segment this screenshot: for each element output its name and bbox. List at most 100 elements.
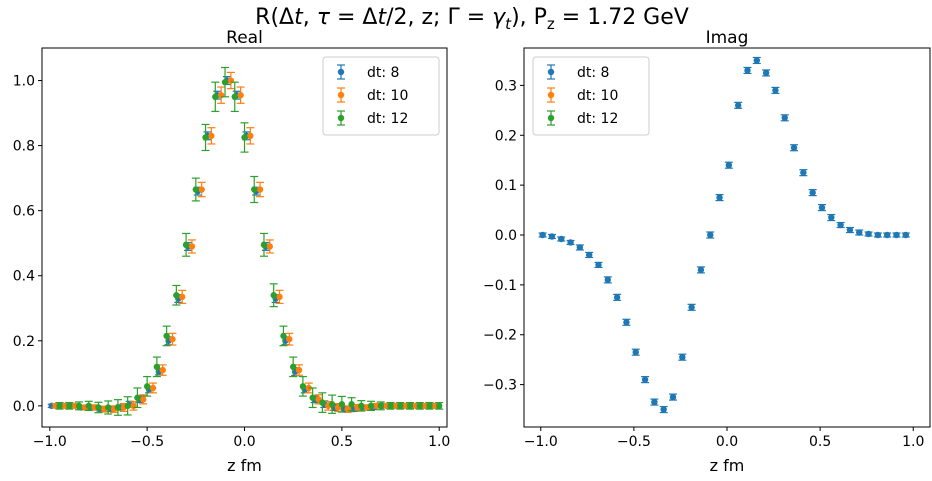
x-tick-label: −1.0	[33, 434, 67, 450]
data-point	[436, 402, 443, 410]
y-tick-label: 0.2	[13, 334, 35, 350]
plot-real: Real −1.0 −0.5 0.0 0.5 1.0 0.0 0.2 0.4 0.6 0.8 1.0 z…	[13, 28, 451, 475]
data-point	[367, 402, 375, 410]
data-point	[299, 383, 307, 390]
x-axis-label: z fm	[227, 456, 262, 475]
data-point	[56, 402, 63, 410]
data-point	[734, 102, 742, 109]
suptitle-part: t	[505, 15, 512, 33]
legend-label: dt: 10	[577, 88, 618, 104]
data-point	[178, 293, 186, 301]
data-point	[772, 87, 779, 94]
data-point	[539, 231, 546, 239]
data-point	[231, 93, 238, 100]
data-point	[241, 134, 248, 141]
data-point	[143, 383, 151, 390]
x-tick-label: −0.5	[130, 434, 164, 450]
y-tick-label: 0.0	[13, 399, 35, 415]
data-point	[707, 231, 714, 239]
data-point	[140, 396, 147, 403]
data-point	[212, 93, 219, 100]
y-tick-label: −0.3	[483, 378, 517, 394]
data-point	[576, 244, 584, 251]
data-point	[387, 402, 394, 410]
y-tick-label: 0.1	[495, 178, 517, 194]
x-tick-label: 0.5	[809, 434, 831, 450]
data-point	[781, 114, 788, 122]
data-point	[585, 251, 593, 259]
data-point	[660, 406, 667, 413]
data-point	[338, 401, 346, 408]
y-tick-label: 0.0	[495, 228, 517, 244]
data-point	[716, 194, 723, 201]
data-point	[623, 319, 630, 326]
legend-marker	[547, 68, 555, 76]
data-point	[247, 132, 254, 140]
y-tick-label: 0.3	[495, 78, 517, 94]
data-point	[237, 91, 244, 99]
data-point	[893, 231, 900, 239]
y-tick-label: 0.2	[495, 128, 517, 144]
data-point	[124, 402, 131, 410]
y-tick-label: 1.0	[13, 74, 35, 90]
data-point	[221, 78, 229, 86]
axes-frame	[523, 47, 931, 428]
data-point	[883, 231, 891, 239]
suptitle-part: R(Δ	[255, 5, 294, 30]
data-point	[85, 402, 92, 410]
data-point	[828, 214, 835, 221]
data-point	[818, 204, 826, 211]
data-point	[95, 404, 102, 411]
data-point	[406, 402, 414, 410]
data-point	[426, 402, 433, 410]
suptitle-part: t	[377, 5, 387, 30]
suptitle-part: t	[294, 5, 304, 30]
data-point	[753, 57, 760, 64]
suptitle-part: = Δ	[330, 5, 377, 30]
y-tick-label: −0.1	[483, 278, 517, 294]
data-point	[251, 186, 258, 193]
suptitle-part: = 1.72 GeV	[555, 5, 689, 30]
data-point	[725, 161, 733, 169]
y-tick-label: −0.2	[483, 328, 517, 344]
data-point	[153, 363, 161, 371]
data-point	[75, 402, 83, 410]
data-point	[266, 243, 274, 250]
data-point	[632, 348, 639, 356]
y-tick-label: 0.6	[13, 204, 35, 220]
data-point	[856, 229, 863, 236]
suptitle-part: /2, z; Γ =	[386, 5, 492, 30]
data-point	[328, 401, 336, 408]
data-point	[198, 186, 205, 193]
x-tick-label: 0.0	[716, 434, 738, 450]
data-point	[130, 402, 137, 410]
y-tick-label: 0.4	[13, 269, 35, 285]
data-point	[169, 335, 176, 343]
data-point	[669, 393, 677, 401]
data-point	[613, 294, 621, 301]
data-point	[280, 332, 287, 340]
data-point	[276, 293, 283, 301]
data-point	[260, 241, 268, 249]
data-point	[309, 394, 316, 401]
data-point	[286, 335, 293, 343]
x-tick-label: −0.5	[617, 434, 651, 450]
data-point	[567, 239, 574, 246]
legend-box	[322, 56, 440, 136]
data-point	[227, 77, 235, 84]
legend-label: dt: 12	[367, 111, 408, 127]
data-point	[697, 266, 705, 274]
data-point	[397, 402, 404, 410]
data-point	[114, 404, 122, 411]
series-dt-8	[538, 56, 910, 414]
data-point	[270, 292, 277, 299]
data-point	[192, 186, 200, 193]
data-point	[319, 399, 326, 406]
data-point	[809, 189, 816, 196]
suptitle-part: τ	[317, 5, 331, 30]
series-dt-10	[51, 71, 440, 413]
data-point	[837, 221, 844, 229]
legend-label: dt: 10	[367, 88, 408, 104]
x-tick-label: 0.0	[233, 434, 255, 450]
